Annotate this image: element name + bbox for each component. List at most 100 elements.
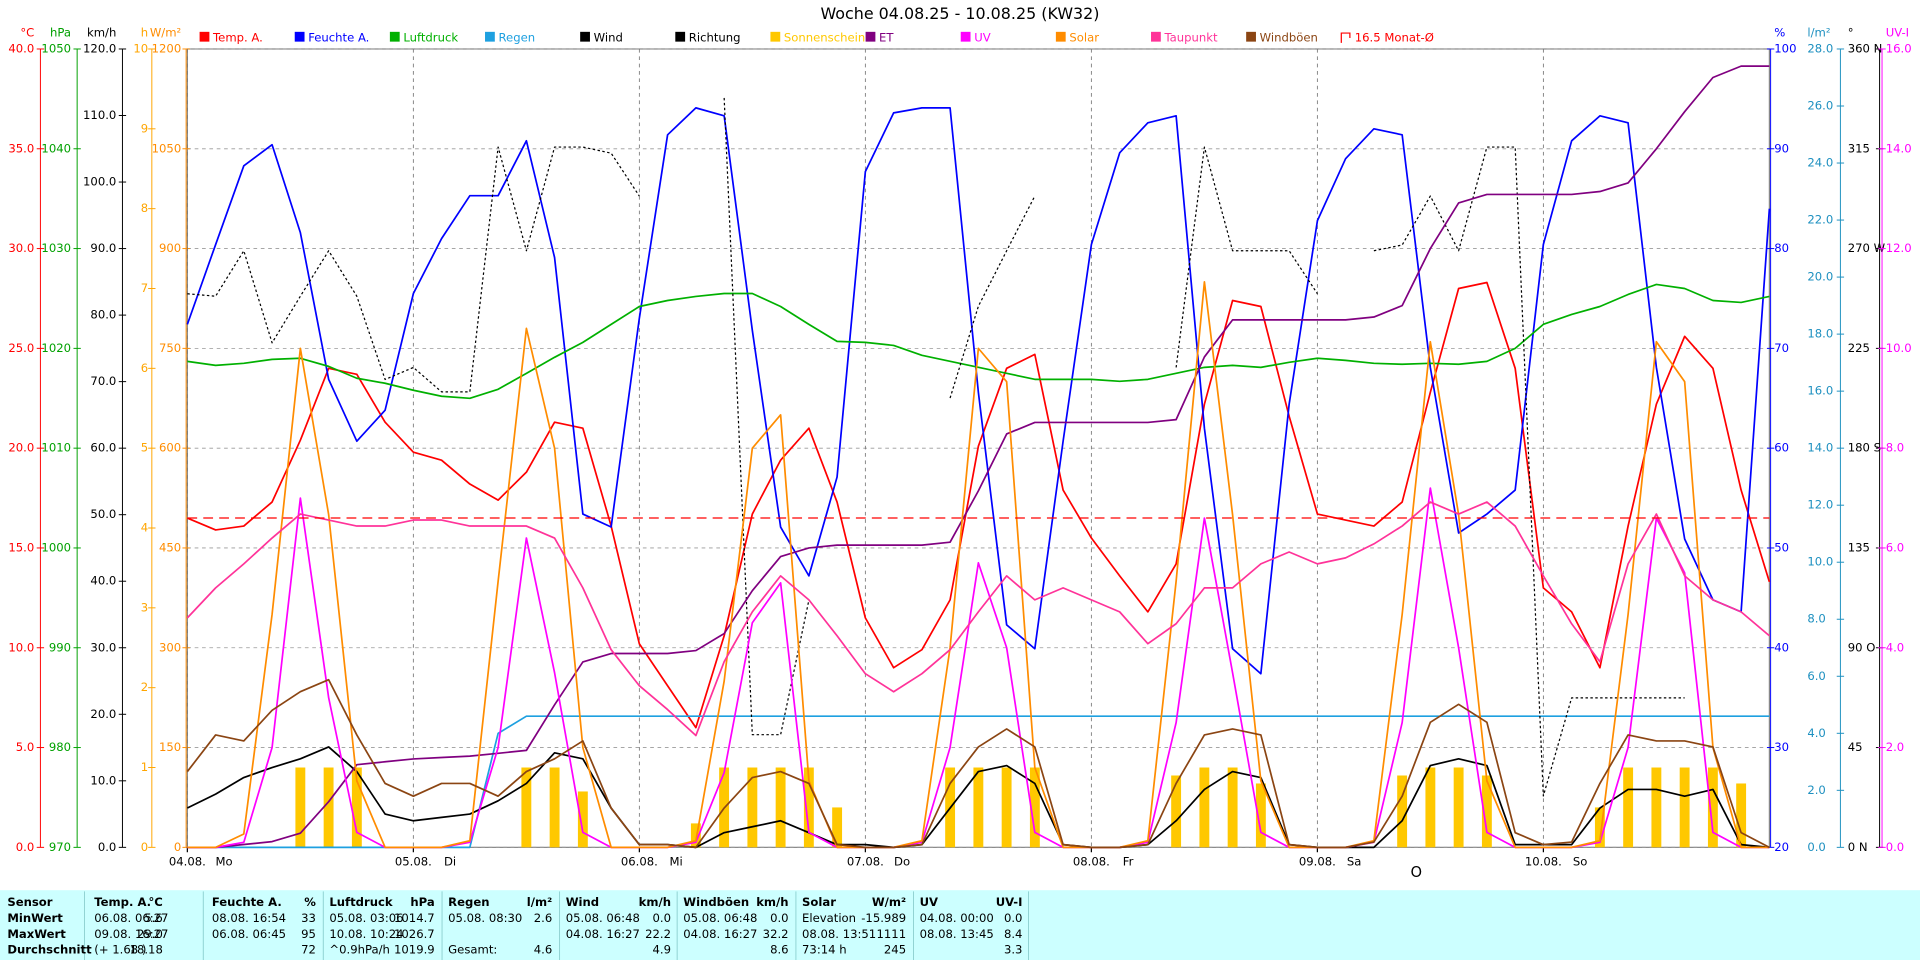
axis-unit: °C — [20, 26, 34, 40]
table-cell: 32.2 — [763, 927, 789, 941]
series-line — [186, 678, 1770, 849]
legend-label: Richtung — [689, 30, 741, 44]
y-tick-label: 10 — [133, 41, 148, 55]
legend-label: UV — [974, 30, 991, 44]
sunshine-bar — [1029, 767, 1040, 848]
table-header: Sensor — [7, 895, 52, 909]
table-cell: Gesamt: — [448, 943, 497, 957]
y-tick-label: 80 — [1774, 241, 1789, 255]
table-header: Luftdruck — [329, 895, 393, 909]
table-header: °C — [148, 895, 162, 909]
y-tick-label: 28.0 — [1807, 41, 1833, 55]
y-tick-label: 60 — [1774, 441, 1789, 455]
y-tick-label: 4.0 — [1807, 726, 1826, 740]
x-tick-label: 10.08. — [1525, 855, 1562, 869]
series-line — [187, 715, 1770, 849]
table-header: Solar — [802, 895, 836, 909]
y-tick-label: 0.0 — [1807, 840, 1826, 854]
legend-label: 16.5 Monat-Ø — [1355, 30, 1434, 44]
table-header: hPa — [410, 895, 434, 909]
sunshine-bar — [577, 791, 588, 848]
y-tick-label: 4 — [141, 521, 148, 535]
sunshine-bar — [832, 807, 843, 848]
sunshine-bar — [1623, 767, 1634, 848]
table-cell: ^0.9hPa/h — [329, 943, 390, 957]
y-tick-label: 1030 — [41, 241, 71, 255]
table-cell: 05.08. 06:48 — [566, 911, 640, 925]
legend-label: Windböen — [1260, 30, 1318, 44]
axis-unit: W/m² — [150, 26, 181, 40]
y-tick-label: 24.0 — [1807, 156, 1833, 170]
y-tick-label: 50.0 — [90, 507, 116, 521]
y-tick-label: 0.0 — [1886, 840, 1905, 854]
y-tick-label: 10.0 — [1886, 341, 1912, 355]
y-tick-label: 40.0 — [90, 574, 116, 588]
y-tick-label: 1050 — [41, 41, 71, 55]
table-cell: 5.6 — [144, 911, 163, 925]
series-line — [186, 107, 1771, 675]
x-day-label: Mi — [669, 855, 682, 869]
sunshine-bar — [803, 767, 814, 848]
legend-swatch — [865, 31, 876, 42]
y-tick-label: 25.0 — [8, 341, 34, 355]
sunshine-bar — [1453, 767, 1464, 848]
y-tick-label: 135 — [1848, 540, 1870, 554]
sunshine-bar — [323, 767, 334, 848]
y-tick-label: 70.0 — [90, 374, 116, 388]
table-header: Wind — [566, 895, 599, 909]
y-tick-label: 1200 — [152, 41, 182, 55]
y-tick-label: 12.0 — [1886, 241, 1912, 255]
y-tick-label: 1020 — [41, 341, 71, 355]
table-cell: 73:14 h — [802, 943, 847, 957]
legend-swatch — [1151, 31, 1161, 42]
axis-unit: h — [141, 26, 148, 40]
legend-label: ET — [879, 30, 894, 44]
table-cell: 8.6 — [770, 943, 789, 957]
y-tick-label: 5.0 — [16, 740, 35, 754]
y-tick-label: 5 — [141, 441, 148, 455]
legend-swatch — [389, 31, 400, 42]
table-cell: (+ 1.68 ) — [94, 943, 146, 957]
table-cell: 09.08. 16:27 — [94, 927, 168, 941]
legend-swatch — [960, 31, 971, 42]
y-tick-label: 90 — [1774, 141, 1789, 155]
y-tick-label: 10.0 — [8, 640, 34, 654]
sunshine-bar — [747, 767, 758, 848]
table-cell: 0.0 — [770, 911, 789, 925]
y-tick-label: 3 — [141, 600, 148, 614]
table-header: UV — [920, 895, 938, 909]
x-tick-label: 06.08. — [621, 855, 658, 869]
sunshine-bar — [1736, 783, 1747, 848]
y-tick-label: 20 — [1774, 840, 1789, 854]
y-tick-label: 8.0 — [1807, 612, 1826, 626]
y-tick-label: 60.0 — [90, 441, 116, 455]
x-tick-label: 08.08. — [1073, 855, 1110, 869]
y-tick-label: 30.0 — [8, 241, 34, 255]
y-tick-label: 8.0 — [1886, 441, 1905, 455]
table-cell: 0.0 — [653, 911, 672, 925]
table-header: l/m² — [527, 895, 552, 909]
table-header: Temp. A. — [94, 895, 151, 909]
sunshine-bar — [1707, 767, 1718, 848]
table-cell: 08.08. 13:51 — [802, 927, 876, 941]
axis-unit: UV-I — [1886, 26, 1909, 40]
y-tick-label: 900 — [159, 241, 181, 255]
table-header: W/m² — [872, 895, 906, 909]
sunshine-bar — [1425, 767, 1436, 848]
y-tick-label: 270 W — [1848, 241, 1886, 255]
table-cell: 2.6 — [534, 911, 553, 925]
y-tick-label: 600 — [159, 441, 181, 455]
y-tick-label: 90.0 — [90, 241, 116, 255]
series-line — [1373, 146, 1685, 797]
y-tick-label: 110.0 — [83, 108, 116, 122]
y-tick-label: 35.0 — [8, 141, 34, 155]
series-line — [186, 746, 1770, 849]
chart-title: Woche 04.08.25 - 10.08.25 (KW32) — [820, 4, 1099, 23]
table-header: % — [304, 895, 316, 909]
series-line — [187, 281, 1771, 729]
y-tick-label: 26.0 — [1807, 99, 1833, 113]
table-header: Feuchte A. — [212, 895, 282, 909]
x-tick-label: 07.08. — [847, 855, 884, 869]
